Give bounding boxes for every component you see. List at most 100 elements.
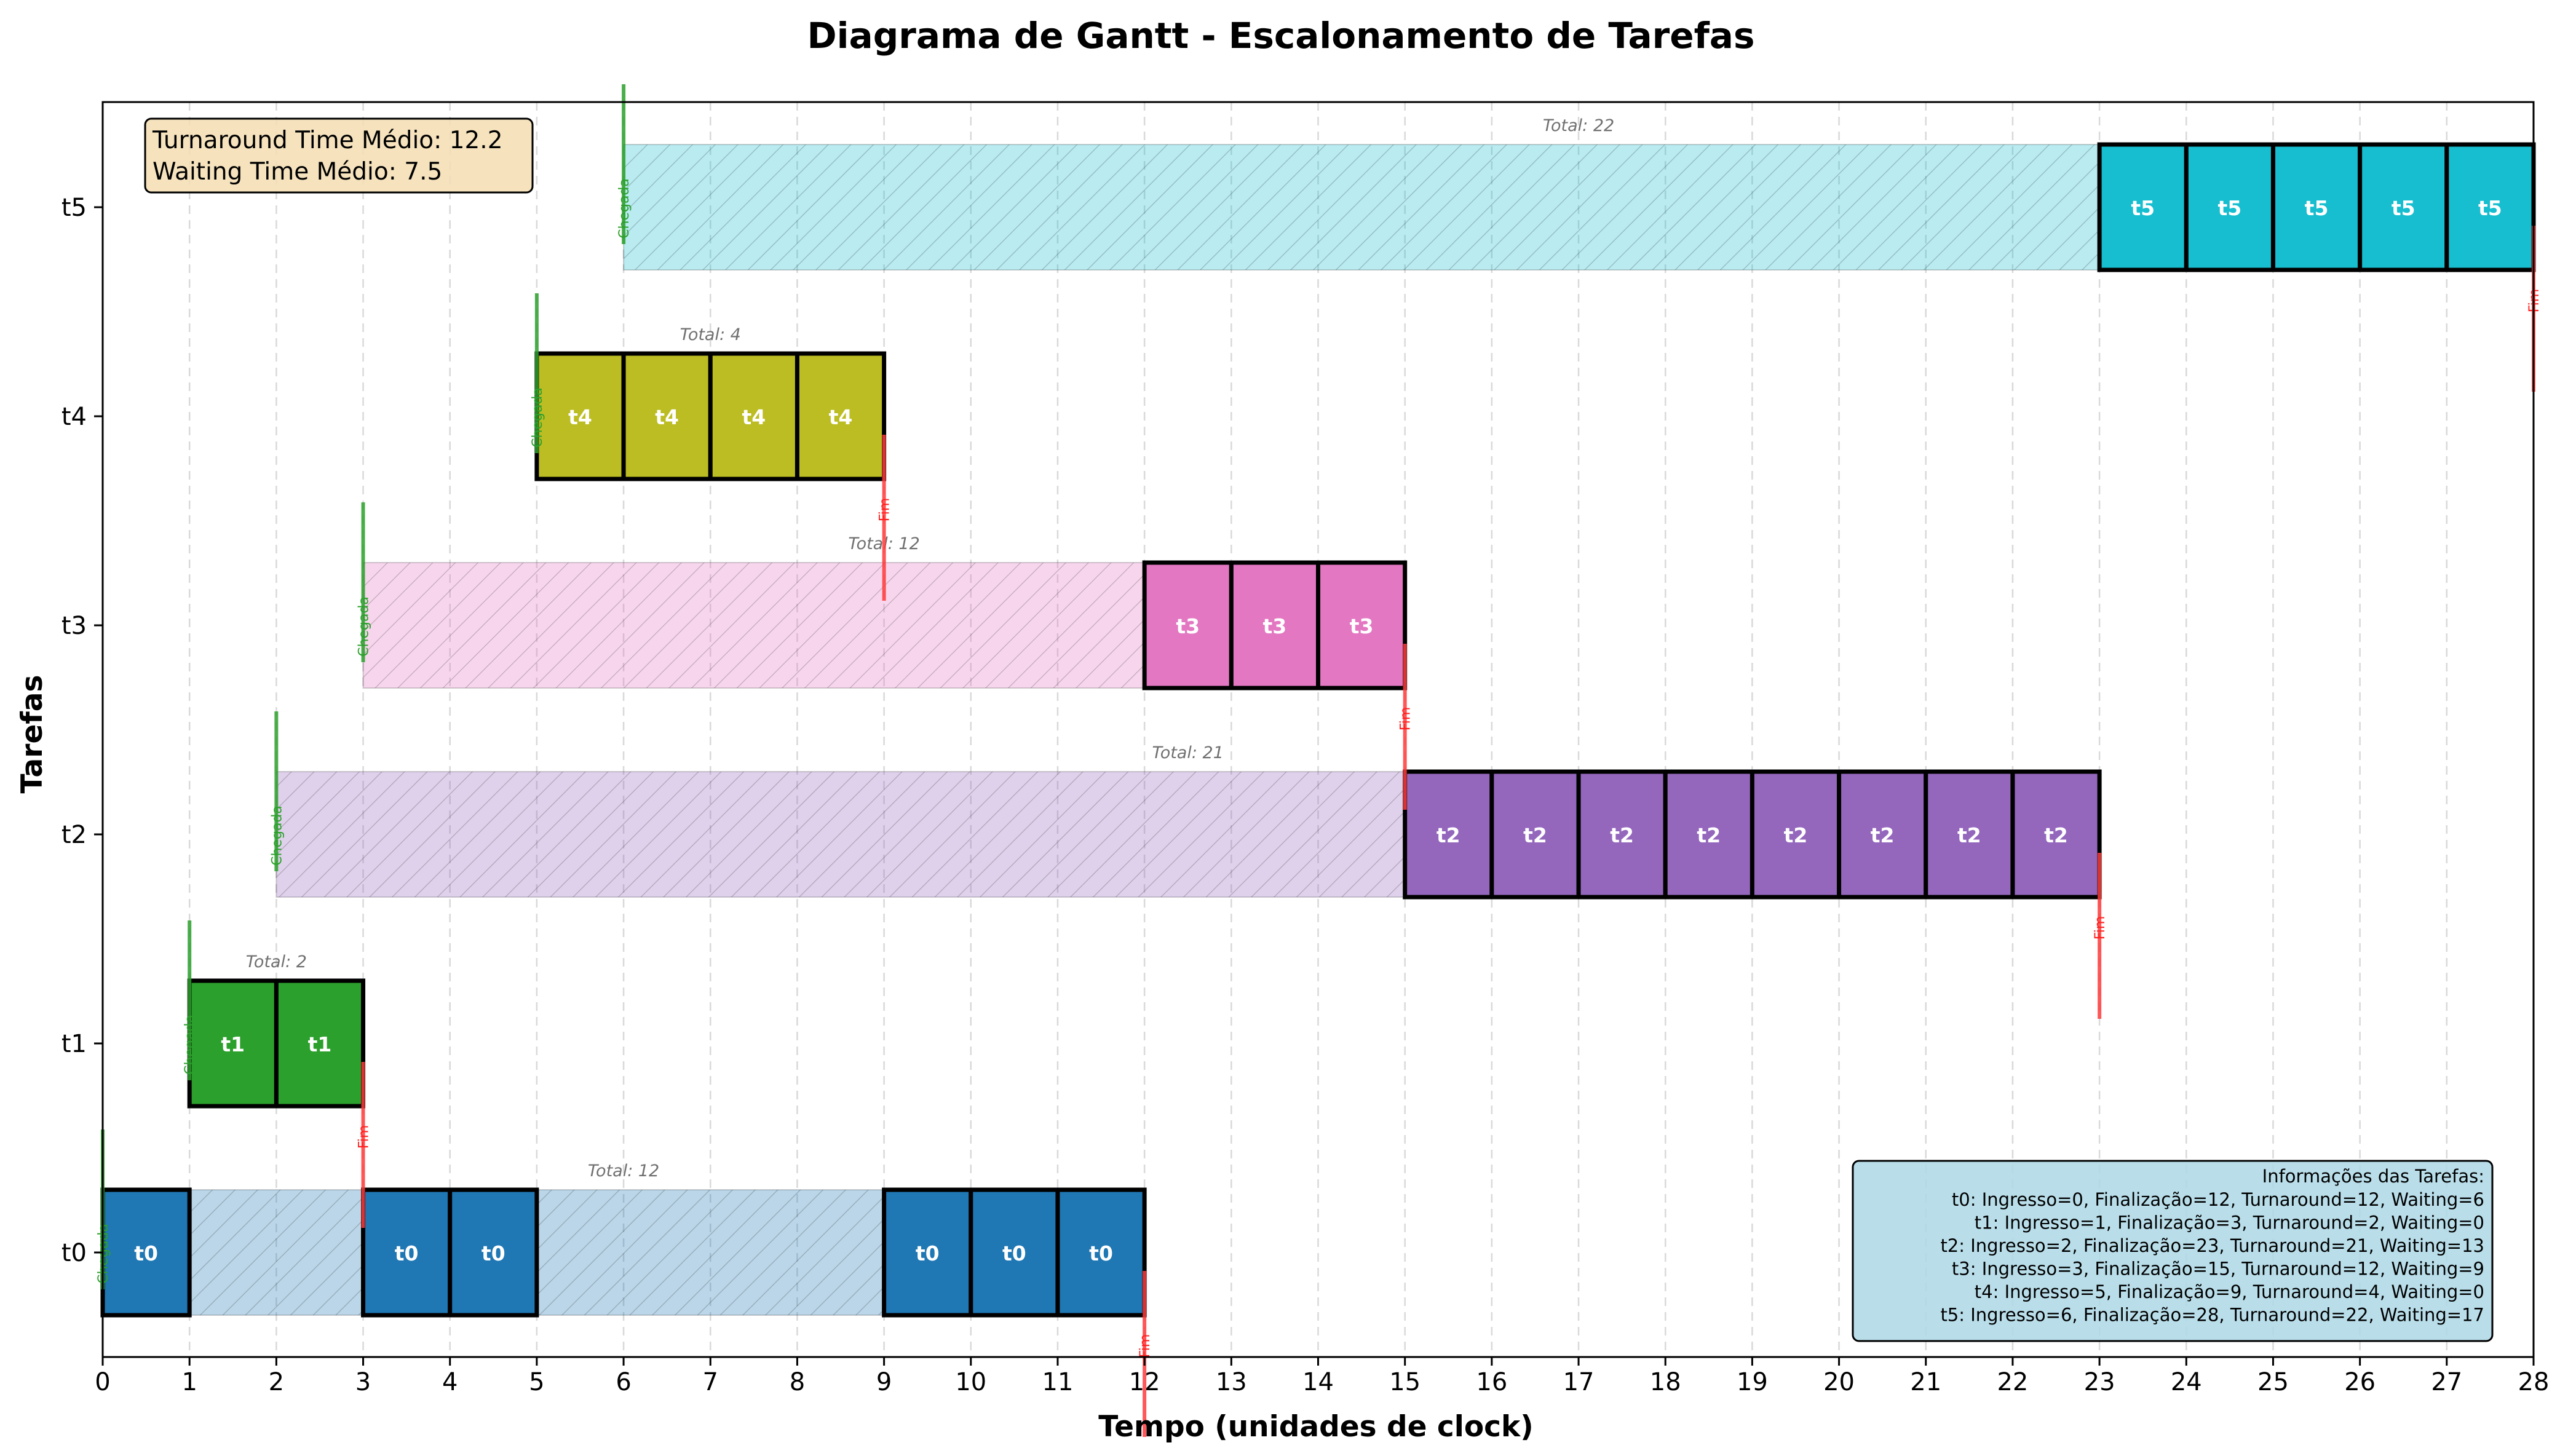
arrival-label: Chegada bbox=[183, 1015, 198, 1075]
execution-slot-label: t5 bbox=[2478, 196, 2502, 220]
y-tick-label: t1 bbox=[61, 1030, 87, 1058]
total-label: Total: 12 bbox=[588, 1161, 659, 1181]
end-label: Fim bbox=[1138, 1334, 1153, 1358]
execution-slot bbox=[448, 1187, 539, 1318]
execution-slot-label: t5 bbox=[2305, 196, 2329, 220]
waiting-average: Waiting Time Médio: 7.5 bbox=[153, 158, 442, 186]
execution-slot-label: t2 bbox=[1437, 823, 1460, 847]
arrival-label: Chegada bbox=[530, 387, 545, 448]
y-tick-label: t4 bbox=[61, 403, 87, 431]
x-tick-label: 22 bbox=[1997, 1368, 2028, 1396]
x-tick-label: 15 bbox=[1389, 1368, 1421, 1396]
x-tick-label: 3 bbox=[355, 1368, 371, 1396]
execution-slot-label: t2 bbox=[1523, 823, 1547, 847]
x-tick-label: 19 bbox=[1737, 1368, 1768, 1396]
execution-slot bbox=[1316, 560, 1408, 690]
execution-slot-label: t2 bbox=[1784, 823, 1808, 847]
total-label: Total: 21 bbox=[1152, 743, 1224, 762]
x-tick-label: 8 bbox=[790, 1368, 805, 1396]
x-tick-label: 17 bbox=[1563, 1368, 1595, 1396]
x-tick-label: 7 bbox=[703, 1368, 718, 1396]
info-box-line: t0: Ingresso=0, Finalização=12, Turnarou… bbox=[1952, 1189, 2484, 1210]
execution-slot-label: t1 bbox=[221, 1032, 245, 1056]
execution-slot-label: t0 bbox=[916, 1241, 940, 1265]
averages-box bbox=[144, 117, 534, 194]
info-box-title: Informações das Tarefas: bbox=[2262, 1166, 2484, 1187]
execution-slot-label: t4 bbox=[742, 405, 766, 429]
execution-slot bbox=[621, 351, 713, 481]
execution-slot-label: t2 bbox=[1697, 823, 1721, 847]
execution-slot-label: t0 bbox=[395, 1241, 419, 1265]
execution-slot-label: t3 bbox=[1176, 614, 1200, 638]
execution-slot bbox=[1229, 560, 1320, 690]
total-label: Total: 2 bbox=[246, 952, 307, 971]
execution-slot bbox=[2010, 769, 2102, 900]
x-tick-label: 9 bbox=[876, 1368, 892, 1396]
end-label: Fim bbox=[878, 498, 893, 522]
x-tick-label: 20 bbox=[1823, 1368, 1855, 1396]
info-box-line: t4: Ingresso=5, Finalização=9, Turnaroun… bbox=[1975, 1281, 2484, 1302]
total-label: Total: 22 bbox=[1543, 116, 1614, 135]
execution-slot-label: t0 bbox=[134, 1241, 158, 1265]
x-tick-label: 0 bbox=[95, 1368, 110, 1396]
execution-slot bbox=[1837, 769, 1928, 900]
execution-slot-label: t2 bbox=[2044, 823, 2068, 847]
x-tick-label: 26 bbox=[2344, 1368, 2376, 1396]
end-label: Fim bbox=[2093, 916, 2108, 940]
y-tick-label: t2 bbox=[61, 821, 87, 849]
x-tick-label: 14 bbox=[1302, 1368, 1334, 1396]
x-tick-label: 13 bbox=[1216, 1368, 1247, 1396]
x-axis-label: Tempo (unidades de clock) bbox=[1098, 1410, 1533, 1444]
execution-slot bbox=[1576, 769, 1668, 900]
grid-layer bbox=[101, 102, 2535, 1357]
x-tick-label: 1 bbox=[181, 1368, 197, 1396]
x-tick-label: 16 bbox=[1476, 1368, 1507, 1396]
execution-slot bbox=[1055, 1187, 1147, 1318]
legend-layer: Turnaround Time Médio: 12.2 Waiting Time … bbox=[144, 117, 2494, 1342]
x-tick-label: 2 bbox=[269, 1368, 284, 1396]
info-box-line: t1: Ingresso=1, Finalização=3, Turnaroun… bbox=[1975, 1213, 2484, 1233]
execution-slot-label: t4 bbox=[829, 405, 853, 429]
arrival-label: Chegada bbox=[617, 178, 632, 239]
execution-slot-label: t4 bbox=[568, 405, 592, 429]
execution-slot-label: t3 bbox=[1350, 614, 1374, 638]
end-label: Fim bbox=[1398, 707, 1414, 731]
x-tick-label: 6 bbox=[616, 1368, 631, 1396]
end-label: Fim bbox=[357, 1125, 372, 1149]
x-tick-label: 24 bbox=[2171, 1368, 2202, 1396]
execution-slot-label: t0 bbox=[481, 1241, 505, 1265]
x-tick-label: 12 bbox=[1129, 1368, 1160, 1396]
execution-slot-label: t2 bbox=[1871, 823, 1895, 847]
execution-slot bbox=[2270, 142, 2363, 272]
execution-slot-label: t0 bbox=[1002, 1241, 1026, 1265]
x-tick-label: 18 bbox=[1650, 1368, 1681, 1396]
info-box-line: t3: Ingresso=3, Finalização=15, Turnarou… bbox=[1952, 1259, 2484, 1280]
turnaround-average: Turnaround Time Médio: 12.2 bbox=[152, 127, 503, 154]
execution-slot bbox=[361, 1187, 453, 1318]
execution-slot-label: t3 bbox=[1263, 614, 1287, 638]
execution-slot bbox=[1142, 560, 1234, 690]
execution-slot bbox=[1489, 769, 1581, 900]
x-tick-label: 28 bbox=[2518, 1368, 2550, 1396]
info-box-line: t2: Ingresso=2, Finalização=23, Turnarou… bbox=[1940, 1235, 2484, 1256]
execution-slot-label: t2 bbox=[1957, 823, 1981, 847]
y-tick-label: t3 bbox=[61, 612, 87, 640]
info-box bbox=[1852, 1160, 2494, 1342]
x-tick-label: 11 bbox=[1042, 1368, 1074, 1396]
bars-layer: Total: 12 t0 t0 t0 t0 t0 t0 Total: 2 t1 t1 Total: … bbox=[100, 116, 2536, 1318]
execution-slot bbox=[274, 978, 366, 1109]
execution-slot-label: t5 bbox=[2392, 196, 2415, 220]
execution-slot bbox=[2097, 142, 2189, 272]
execution-slot-label: t5 bbox=[2131, 196, 2155, 220]
arrival-label: Chegada bbox=[357, 596, 372, 657]
x-tick-label: 5 bbox=[529, 1368, 544, 1396]
x-tick-label: 27 bbox=[2431, 1368, 2462, 1396]
x-tick-label: 10 bbox=[955, 1368, 986, 1396]
execution-slot bbox=[2444, 142, 2536, 272]
x-tick-label: 21 bbox=[1910, 1368, 1941, 1396]
axes-layer: 0 1 2 3 4 5 6 7 8 9 10 11 12 13 14 15 16 17 18 19 20 21 22 23 24… bbox=[61, 101, 2550, 1396]
execution-slot bbox=[795, 351, 887, 481]
chart-title: Diagrama de Gantt - Escalonamento de Tar… bbox=[807, 15, 1755, 57]
execution-slot bbox=[969, 1187, 1060, 1318]
execution-slot-label: t4 bbox=[655, 405, 679, 429]
